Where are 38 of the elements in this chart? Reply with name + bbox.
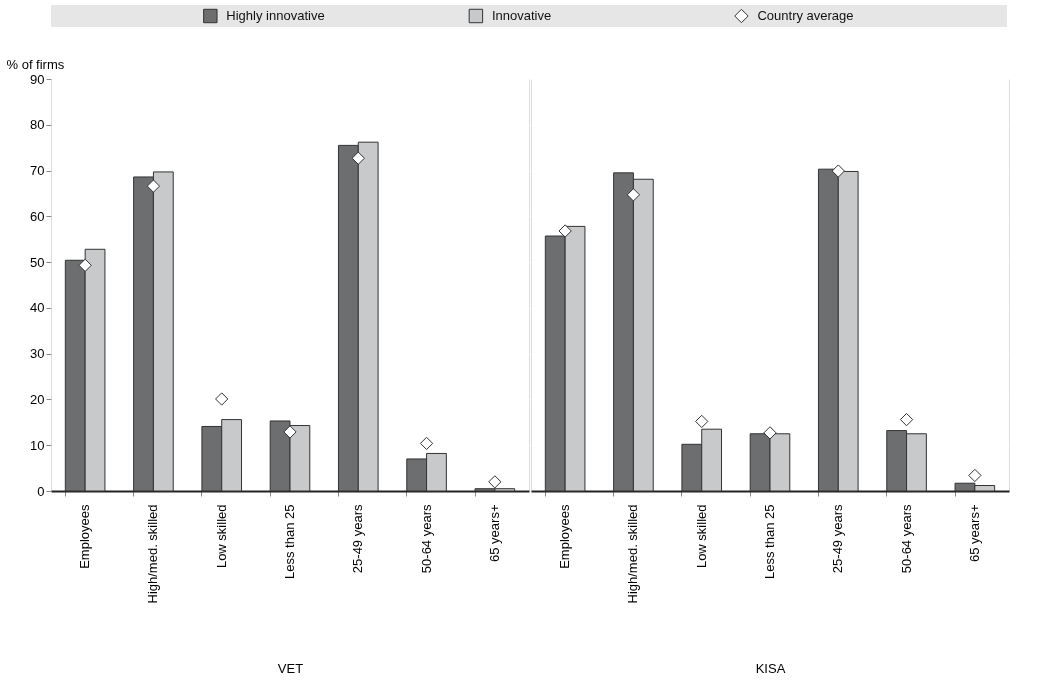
x-tick-label: Low skilled	[213, 504, 229, 569]
y-axis-title: % of firms	[6, 56, 65, 72]
x-tick-label: 50-64 years	[898, 504, 914, 574]
x-tick-label: Employees	[77, 504, 93, 569]
y-tick-label: 0	[37, 483, 45, 499]
y-tick-label: 80	[30, 117, 45, 133]
point	[558, 224, 572, 238]
y-tick-label: 10	[30, 437, 45, 453]
legend-label: Country average	[757, 8, 854, 23]
x-tick-label: Employees	[557, 504, 573, 569]
x-axis-title: KISA	[755, 661, 786, 677]
point	[146, 179, 161, 193]
x-tick-label: Low skilled	[693, 504, 709, 569]
y-tick-label: 90	[30, 71, 45, 87]
x-tick-label: Less than 25	[282, 504, 297, 579]
y-tick-label: 20	[30, 391, 45, 407]
x-axis-title: VET	[277, 661, 304, 677]
x-tick-label: 65 years+	[966, 504, 982, 562]
point	[78, 258, 92, 272]
legend-label: Innovative	[491, 8, 552, 23]
point	[283, 425, 297, 439]
x-tick-label: High/med. skilled	[145, 504, 161, 604]
y-tick-label: 70	[30, 163, 45, 179]
y-tick-label: 30	[30, 346, 45, 362]
x-tick-label: 25-49 years	[350, 504, 366, 574]
x-tick-label: High/med. skilled	[625, 504, 641, 604]
x-tick-label: 65 years+	[486, 504, 502, 562]
y-tick-label: 60	[30, 208, 45, 224]
x-tick-label: Less than 25	[762, 504, 777, 579]
x-tick-label: 25-49 years	[830, 504, 846, 574]
point	[351, 151, 365, 165]
x-tick-label: 50-64 years	[418, 504, 434, 574]
y-tick-label: 50	[30, 254, 45, 270]
point	[831, 164, 845, 178]
point	[626, 188, 641, 202]
point	[763, 426, 777, 440]
y-tick-label: 40	[30, 300, 45, 316]
legend-label: Highly innovative	[226, 8, 325, 23]
